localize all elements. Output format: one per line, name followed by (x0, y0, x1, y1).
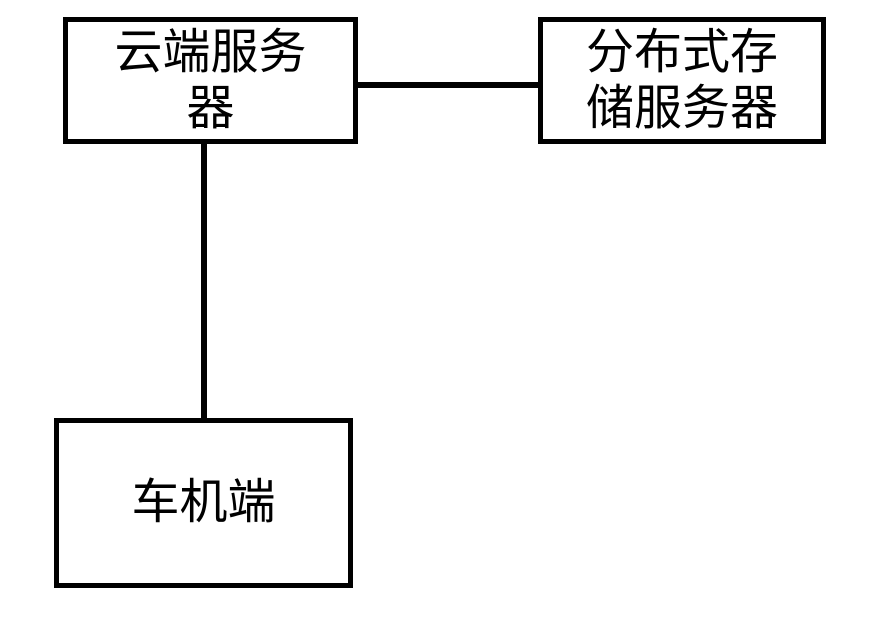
node-vehicle: 车机端 (54, 418, 353, 588)
node-label: 分布式存 储服务器 (586, 25, 778, 135)
node-cloud: 云端服务 器 (63, 17, 358, 144)
node-label: 车机端 (131, 475, 275, 530)
diagram-canvas: 云端服务 器 分布式存 储服务器车机端 (0, 0, 884, 619)
edge-cloud-to-storage (358, 82, 538, 88)
edge-cloud-to-vehicle (201, 144, 207, 418)
node-label: 云端服务 器 (114, 25, 306, 135)
node-storage: 分布式存 储服务器 (538, 17, 826, 144)
